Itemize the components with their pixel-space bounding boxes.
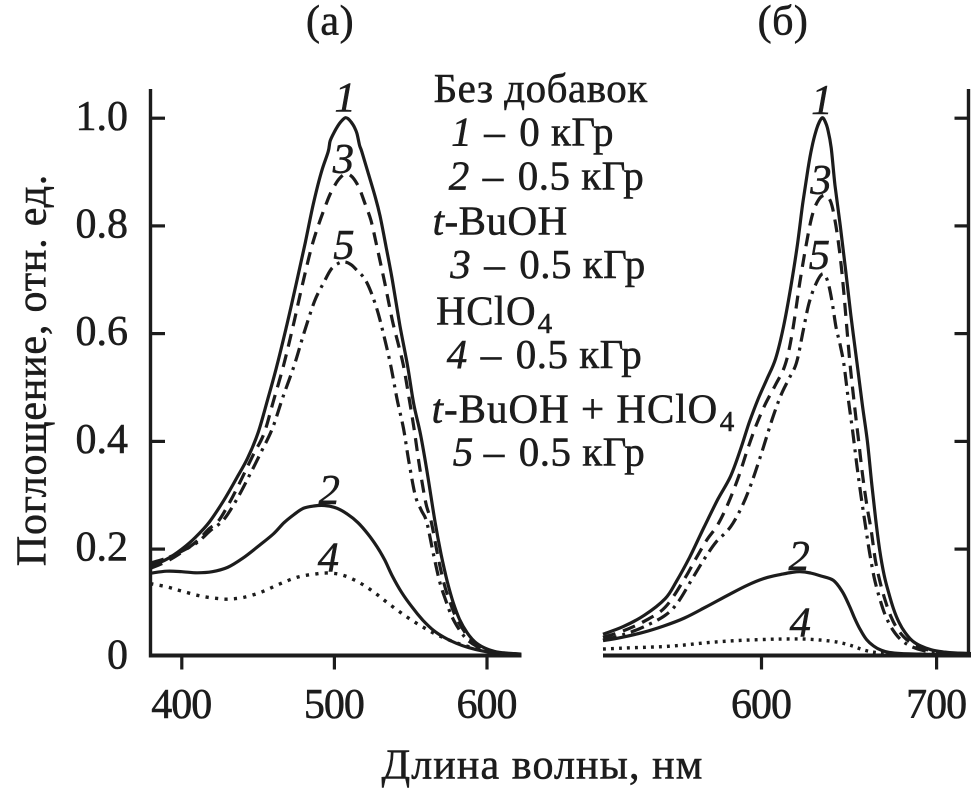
svg-text:3: 3 [332, 136, 354, 183]
svg-text:5–0.5 кГр: 5–0.5 кГр [453, 429, 646, 475]
svg-text:Без добавок: Без добавок [434, 65, 648, 111]
svg-text:t-BuOH: t-BuOH [433, 198, 568, 244]
svg-text:700: 700 [906, 682, 966, 728]
svg-text:500: 500 [304, 682, 364, 728]
svg-text:0.6: 0.6 [76, 309, 129, 355]
svg-text:400: 400 [151, 682, 211, 728]
svg-text:2: 2 [319, 467, 340, 514]
svg-text:0.8: 0.8 [76, 202, 129, 248]
svg-text:(б): (б) [758, 0, 809, 45]
svg-text:t-BuOH + HClO4: t-BuOH + HClO4 [432, 386, 736, 438]
svg-text:1: 1 [811, 77, 832, 124]
svg-text:5: 5 [809, 232, 830, 279]
svg-text:3: 3 [809, 157, 831, 204]
svg-text:3–0.5 кГр: 3–0.5 кГр [449, 241, 646, 287]
svg-text:4: 4 [318, 535, 339, 582]
svg-text:Длина волны, нм: Длина волны, нм [382, 743, 704, 789]
svg-text:2: 2 [789, 533, 810, 580]
svg-text:0: 0 [107, 632, 128, 678]
svg-text:1: 1 [335, 75, 356, 122]
svg-text:0.4: 0.4 [76, 417, 129, 463]
svg-text:600: 600 [457, 682, 517, 728]
svg-text:1–0 кГр: 1–0 кГр [451, 109, 614, 155]
svg-text:0.2: 0.2 [76, 525, 129, 571]
svg-text:(а): (а) [306, 0, 354, 45]
svg-text:4–0.5 кГр: 4–0.5 кГр [447, 331, 643, 377]
svg-text:600: 600 [731, 682, 791, 728]
svg-text:5: 5 [333, 222, 354, 269]
svg-text:Поглощение, отн. ед.: Поглощение, отн. ед. [10, 174, 56, 566]
svg-text:1.0: 1.0 [76, 94, 129, 140]
svg-text:HClO4: HClO4 [436, 287, 552, 339]
svg-text:4: 4 [790, 600, 811, 647]
svg-text:2–0.5 кГр: 2–0.5 кГр [449, 152, 645, 198]
